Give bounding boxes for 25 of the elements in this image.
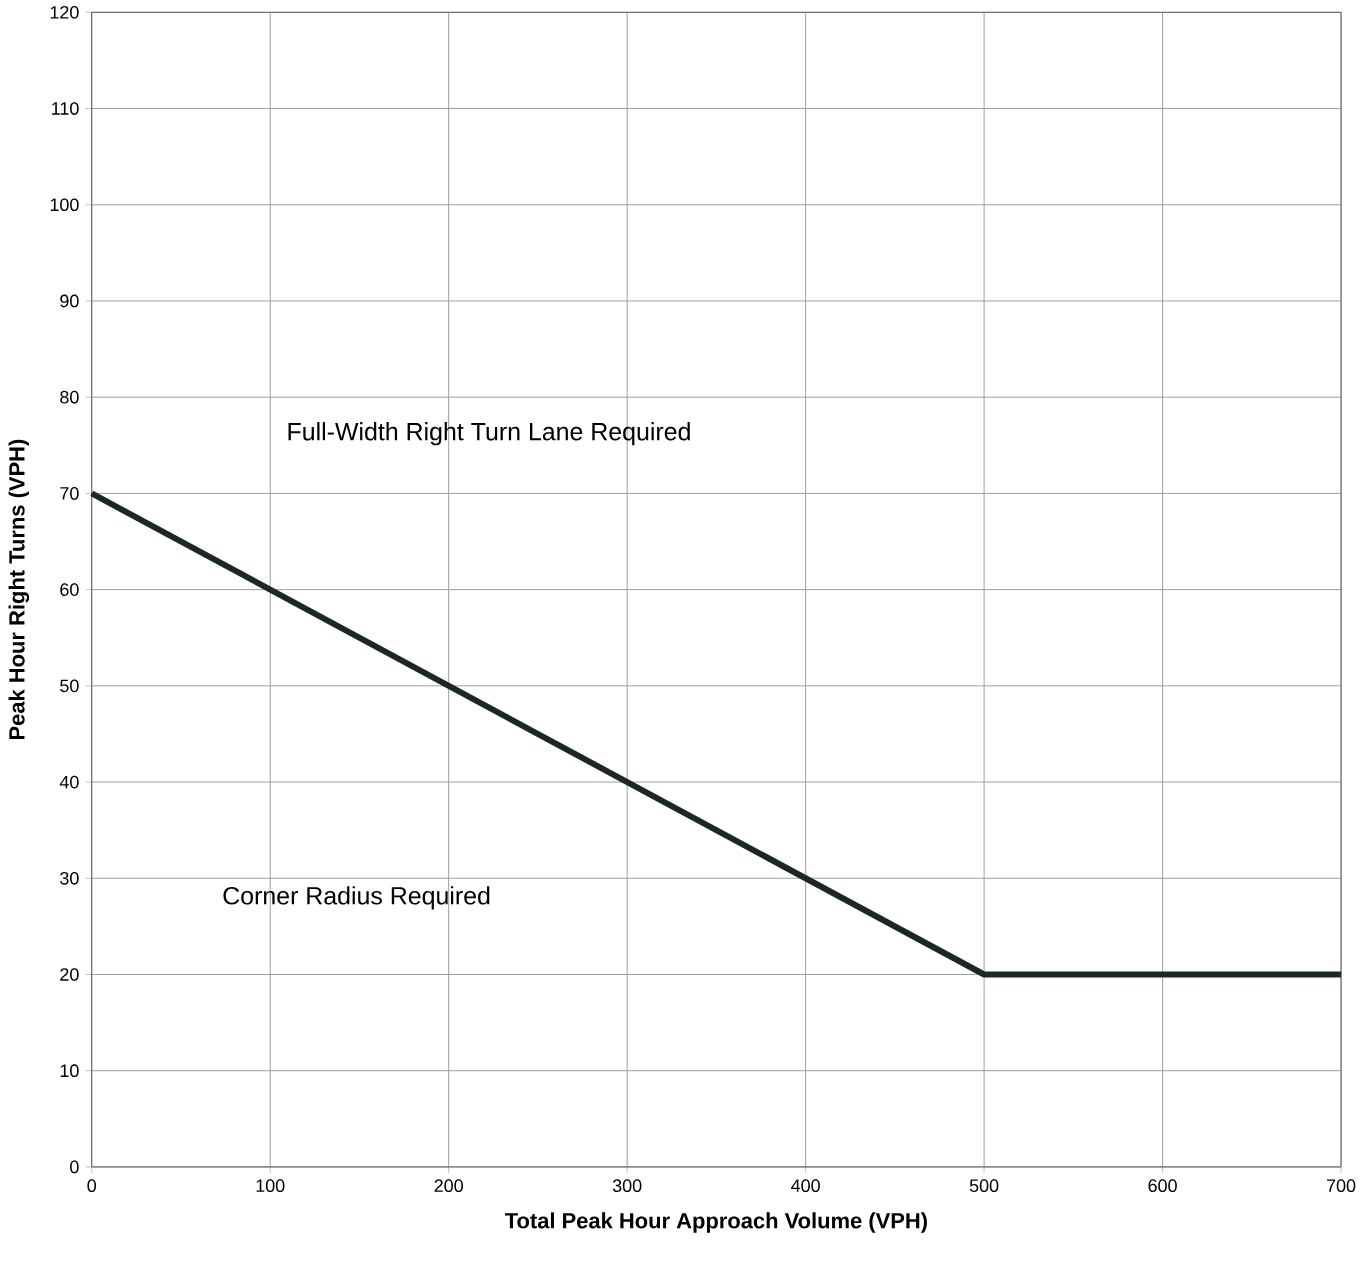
y-tick-label: 50 <box>60 679 79 693</box>
y-tick-label: 0 <box>70 1160 79 1174</box>
y-tick-label: 70 <box>60 487 79 500</box>
x-axis-title: Total Peak Hour Approach Volume (VPH) <box>504 1212 927 1233</box>
annotation: Corner Radius Required <box>223 886 490 910</box>
x-tick-label: 300 <box>612 1179 642 1193</box>
y-tick-label: 90 <box>60 294 79 308</box>
y-tick-label: 110 <box>52 102 79 116</box>
y-tick-label: 120 <box>50 6 79 19</box>
y-tick-label: 20 <box>60 968 79 982</box>
x-tick-label: 600 <box>1148 1179 1177 1193</box>
x-tick-label: 400 <box>791 1179 820 1193</box>
y-tick-label: 60 <box>60 583 79 597</box>
x-tick-label: 200 <box>434 1179 463 1193</box>
y-tick-label: 100 <box>50 198 79 212</box>
x-tick-label: 500 <box>969 1179 999 1193</box>
annotation: Full-Width Right Turn Lane Required <box>288 422 690 446</box>
x-tick-label: 100 <box>256 1179 285 1193</box>
y-tick-label: 40 <box>59 775 79 789</box>
y-tick-label: 10 <box>60 1064 79 1078</box>
x-tick-label: 0 <box>87 1179 97 1193</box>
y-tick-label: 80 <box>60 391 79 404</box>
y-axis-title: Peak Hour Right Turns (VPH) <box>8 439 30 740</box>
y-tick-label: 30 <box>60 872 79 885</box>
x-tick-label: 700 <box>1326 1179 1356 1193</box>
